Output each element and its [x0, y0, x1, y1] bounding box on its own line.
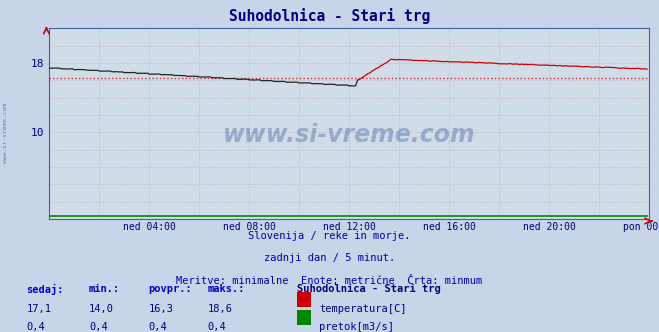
Text: 0,4: 0,4	[208, 322, 226, 332]
Text: maks.:: maks.:	[208, 284, 245, 294]
Text: temperatura[C]: temperatura[C]	[319, 304, 407, 314]
Text: 0,4: 0,4	[26, 322, 45, 332]
Text: povpr.:: povpr.:	[148, 284, 192, 294]
Text: www.si-vreme.com: www.si-vreme.com	[223, 123, 476, 147]
Text: 18,6: 18,6	[208, 304, 233, 314]
Text: Suhodolnica - Stari trg: Suhodolnica - Stari trg	[297, 284, 440, 294]
Text: sedaj:: sedaj:	[26, 284, 64, 295]
Text: 16,3: 16,3	[148, 304, 173, 314]
Text: 0,4: 0,4	[89, 322, 107, 332]
Text: zadnji dan / 5 minut.: zadnji dan / 5 minut.	[264, 253, 395, 263]
Text: 0,4: 0,4	[148, 322, 167, 332]
Text: pretok[m3/s]: pretok[m3/s]	[319, 322, 394, 332]
Text: Suhodolnica - Stari trg: Suhodolnica - Stari trg	[229, 8, 430, 24]
Text: www.si-vreme.com: www.si-vreme.com	[3, 103, 8, 163]
Text: min.:: min.:	[89, 284, 120, 294]
Text: Slovenija / reke in morje.: Slovenija / reke in morje.	[248, 231, 411, 241]
Text: 14,0: 14,0	[89, 304, 114, 314]
Text: 17,1: 17,1	[26, 304, 51, 314]
Text: Meritve: minimalne  Enote: metrične  Črta: minmum: Meritve: minimalne Enote: metrične Črta:…	[177, 276, 482, 286]
